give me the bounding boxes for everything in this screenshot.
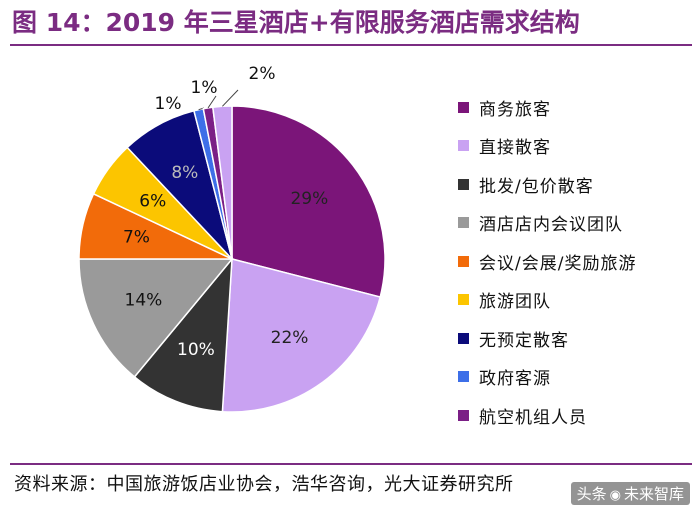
legend-swatch-3 [458,178,469,190]
legend-label-6: 旅游团队 [479,292,551,313]
title-divider [10,44,692,46]
legend-label-7: 无预定散客 [479,330,569,351]
legend-item-5: 会议/会展/奖励旅游 [458,242,688,281]
legend-item-4: 酒店店内会议团队 [458,204,688,243]
slice-label-1: 29% [290,189,328,209]
legend-item-1: 商务旅客 [458,88,688,127]
watermark-account: 未来智库 [623,485,684,503]
pie-slice-2 [221,258,382,413]
legend-label-1: 商务旅客 [479,99,551,120]
slice-label-6: 6% [139,191,166,211]
legend-swatch-7 [458,332,469,344]
legend-swatch-5 [458,255,469,267]
legend-swatch-9 [458,409,469,421]
slice-label-7: 8% [171,163,198,183]
legend-swatch-1 [458,101,469,113]
slice-label-10: 2% [249,64,276,84]
legend-label-4: 酒店店内会议团队 [479,215,623,236]
chart-legend: 商务旅客直接散客批发/包价散客酒店店内会议团队 会议/会展/奖励旅游 旅游团队无预定… [458,88,688,435]
slice-label-8: 1% [155,94,182,114]
pie-slice-4 [78,258,234,378]
legend-swatch-8 [458,371,469,383]
legend-item-2: 直接散客 [458,127,688,166]
pie-slice-3 [133,256,233,413]
legend-item-9: 航空机组人员 [458,396,688,435]
slice-label-2: 22% [271,328,309,348]
wechat-icon: ◉ [609,488,621,503]
source-note: 资料来源：中国旅游饭店业协会，浩华咨询，光大证券研究所 [14,474,514,495]
legend-item-3: 批发/包价散客 [458,165,688,204]
legend-label-9: 航空机组人员 [479,407,587,428]
legend-label-2: 直接散客 [479,138,551,159]
pie-slice-1 [231,105,386,298]
legend-swatch-6 [458,294,469,306]
watermark-prefix: 头条 [576,485,607,503]
legend-swatch-4 [458,217,469,229]
source-divider [10,463,692,465]
slice-label-5: 7% [123,228,150,248]
legend-item-8: 政府客源 [458,358,688,397]
slice-label-3: 10% [177,340,215,360]
legend-label-3: 批发/包价散客 [479,176,594,197]
legend-item-6: 旅游团队 [458,281,688,320]
pie-slice-10 [211,105,233,260]
leader-line-10 [222,89,239,107]
chart-title: 图 14：2019 年三星酒店+有限服务酒店需求结构 [12,8,580,37]
leader-line-9 [207,95,217,109]
watermark: 头条 ◉ 未来智库 [570,482,690,505]
legend-label-5: 会议/会展/奖励旅游 [479,253,637,274]
slice-label-4: 14% [125,291,163,311]
legend-label-8: 政府客源 [479,369,551,390]
pie-chart: 29% 22% 10% 14% 7% 6%8% 1% 1% 2% [78,64,386,413]
slice-label-9: 1% [191,78,218,98]
legend-item-7: 无预定散客 [458,319,688,358]
legend-swatch-2 [458,140,469,152]
